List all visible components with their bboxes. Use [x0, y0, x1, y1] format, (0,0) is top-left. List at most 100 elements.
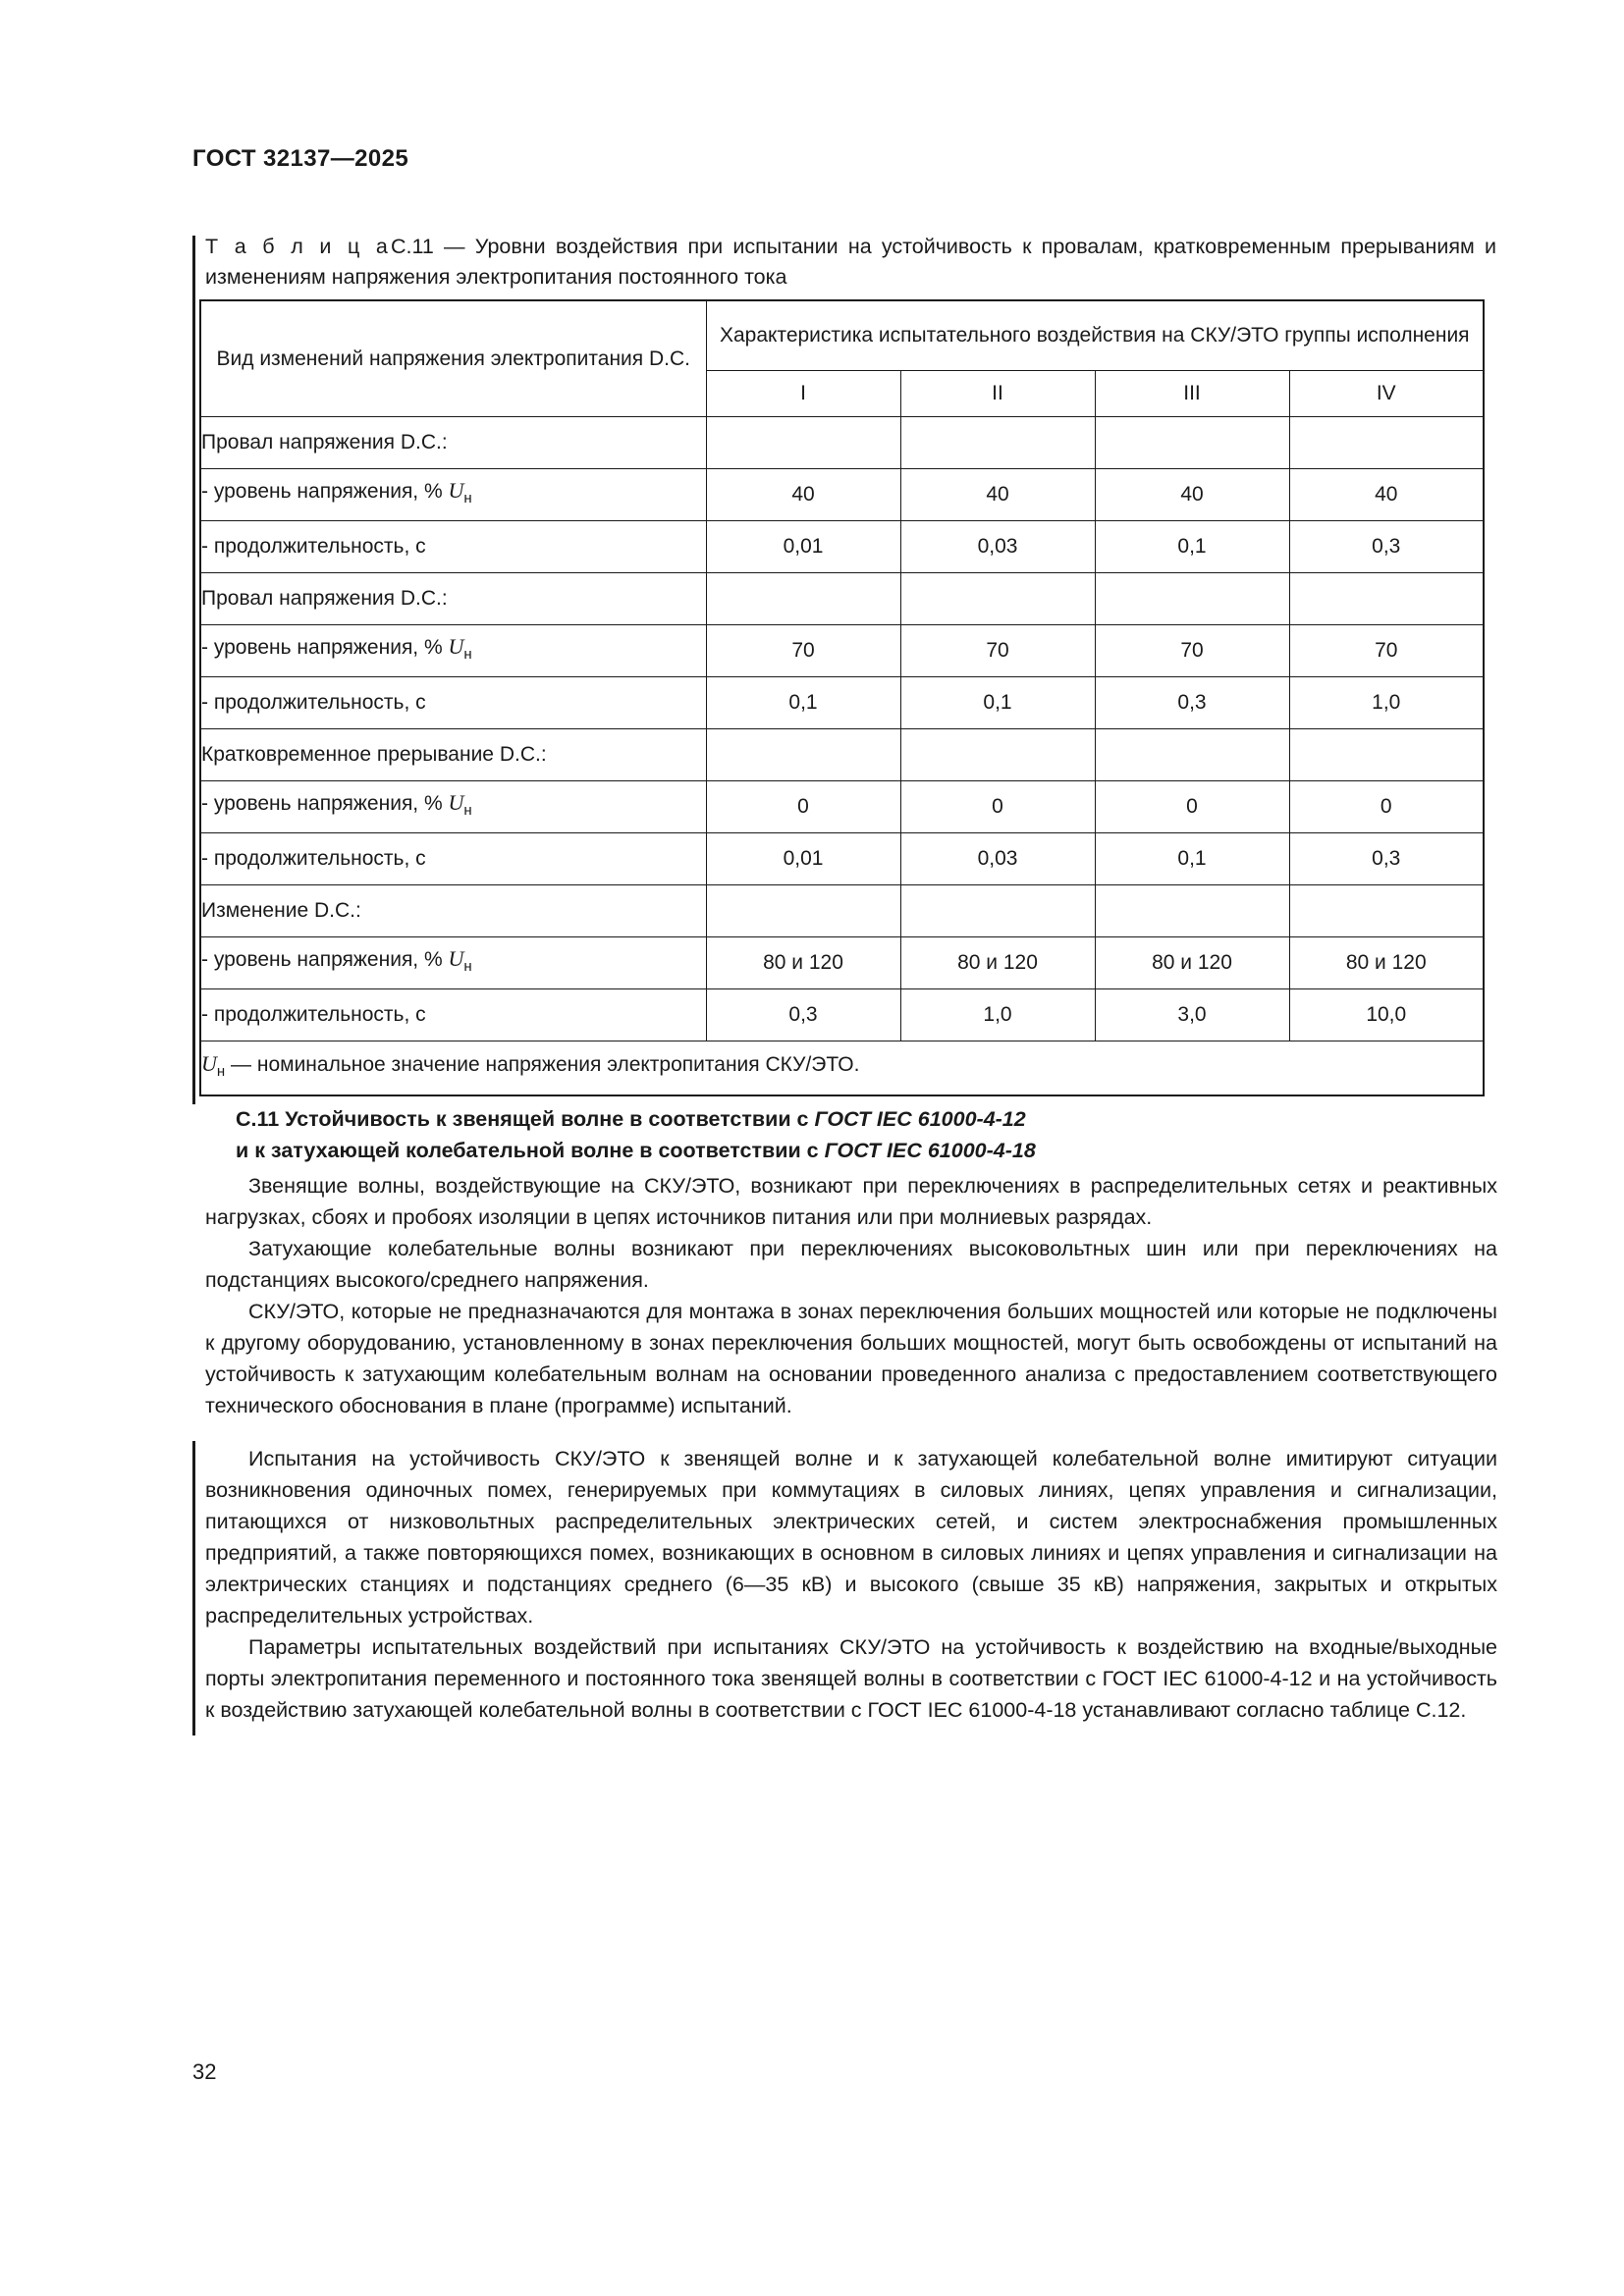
table-row-label: - уровень напряжения, % Uн	[199, 936, 707, 989]
table-cell-value: 0	[899, 780, 1096, 833]
table-cell-empty	[1288, 572, 1485, 625]
row-label-subscript: н	[463, 958, 472, 976]
table-row-block-title: Провал напряжения D.C.:	[199, 572, 1485, 625]
table-cell-empty	[899, 572, 1096, 625]
table-cell-value: 40	[899, 468, 1096, 521]
table-row: - продолжительность, с 0,1 0,1 0,3 1,0	[199, 676, 1485, 729]
table-group-header-1: I	[705, 370, 901, 417]
running-header: ГОСТ 32137—2025	[192, 145, 409, 172]
table-row-block-title: Провал напряжения D.C.:	[199, 416, 1485, 469]
heading-line2-reference: ГОСТ IEC 61000-4-18	[824, 1139, 1036, 1162]
table-row: - продолжительность, с 0,3 1,0 3,0 10,0	[199, 988, 1485, 1041]
footnote-variable: U	[201, 1050, 217, 1076]
table-block-title: Изменение D.C.:	[199, 884, 707, 937]
table-cell-value: 40	[705, 468, 901, 521]
table-cell-value: 0,01	[705, 520, 901, 573]
table-cell-value: 0,03	[899, 520, 1096, 573]
table-row-block-title: Изменение D.C.:	[199, 884, 1485, 937]
table-footnote-cell: Uн — номинальное значение напряжения эле…	[199, 1041, 1485, 1096]
table-row: - уровень напряжения, % Uн 40 40 40 40	[199, 468, 1485, 521]
table-row: - уровень напряжения, % Uн 70 70 70 70	[199, 624, 1485, 677]
table-caption-number: С.11	[391, 235, 434, 258]
body-paragraph: Звенящие волны, воздействующие на СКУ/ЭТ…	[205, 1174, 1497, 1229]
table-row: - продолжительность, с 0,01 0,03 0,1 0,3	[199, 520, 1485, 573]
table-row-label: - продолжительность, с	[199, 520, 707, 573]
table-cell-value: 80 и 120	[899, 936, 1096, 989]
table-cell-value: 0	[1094, 780, 1290, 833]
table-cell-value: 70	[899, 624, 1096, 677]
section-heading-c11: С.11 Устойчивость к звенящей волне в соо…	[236, 1103, 1502, 1166]
table-group-header-3: III	[1094, 370, 1290, 417]
table-head: Вид изменений напряжения электропитания …	[199, 299, 1485, 417]
page-number: 32	[192, 2059, 217, 2084]
table-block-title: Провал напряжения D.C.:	[199, 416, 707, 469]
table-cell-empty	[705, 416, 901, 469]
table-cell-value: 1,0	[899, 988, 1096, 1041]
table-caption: Т а б л и ц аС.11 — Уровни воздействия п…	[205, 232, 1496, 293]
table-cell-empty	[1288, 884, 1485, 937]
table-row-label: - продолжительность, с	[199, 988, 707, 1041]
table-cell-value: 70	[1288, 624, 1485, 677]
table-cell-value: 40	[1288, 468, 1485, 521]
table-c11-wrapper: Вид изменений напряжения электропитания …	[199, 299, 1486, 1096]
table-cell-value: 0,1	[899, 676, 1096, 729]
table-cell-empty	[1094, 416, 1290, 469]
table-cell-value: 70	[705, 624, 901, 677]
table-cell-value: 80 и 120	[1288, 936, 1485, 989]
row-label-subscript: н	[463, 646, 472, 664]
heading-line2-plain: и к затухающей колебательной волне в соо…	[236, 1139, 825, 1162]
table-cell-empty	[705, 572, 901, 625]
table-row: - уровень напряжения, % Uн 0 0 0 0	[199, 780, 1485, 833]
row-label-variable: U	[448, 945, 464, 971]
table-cell-value: 80 и 120	[1094, 936, 1290, 989]
table-cell-value: 3,0	[1094, 988, 1290, 1041]
table-cell-value: 0,1	[705, 676, 901, 729]
table-c11: Вид изменений напряжения электропитания …	[199, 299, 1486, 1096]
table-cell-empty	[1288, 416, 1485, 469]
row-label-subscript: н	[463, 802, 472, 820]
table-span-header: Характеристика испытательного воздействи…	[705, 299, 1485, 371]
table-row-block-title: Кратковременное прерывание D.C.:	[199, 728, 1485, 781]
change-bar-table	[192, 236, 195, 1104]
table-footnote-row: Uн — номинальное значение напряжения эле…	[199, 1041, 1485, 1096]
table-stub-header: Вид изменений напряжения электропитания …	[199, 299, 707, 417]
table-row-label: - продолжительность, с	[199, 832, 707, 885]
paragraph-block-1: Звенящие волны, воздействующие на СКУ/ЭТ…	[205, 1170, 1497, 1421]
table-cell-value: 0,3	[705, 988, 901, 1041]
table-row-label: - уровень напряжения, % Uн	[199, 624, 707, 677]
table-row-label: - продолжительность, с	[199, 676, 707, 729]
table-group-header-2: II	[899, 370, 1096, 417]
table-cell-value: 0	[705, 780, 901, 833]
table-row-label: - уровень напряжения, % Uн	[199, 468, 707, 521]
table-cell-empty	[1288, 728, 1485, 781]
body-paragraph: Параметры испытательных воздействий при …	[205, 1635, 1497, 1722]
footnote-subscript: н	[216, 1063, 226, 1081]
table-block-title: Провал напряжения D.C.:	[199, 572, 707, 625]
body-paragraph: СКУ/ЭТО, которые не предназначаются для …	[205, 1300, 1497, 1417]
table-row-label: - уровень напряжения, % Uн	[199, 780, 707, 833]
table-cell-empty	[899, 884, 1096, 937]
heading-line1-reference: ГОСТ IEC 61000-4-12	[814, 1107, 1026, 1131]
table-cell-value: 80 и 120	[705, 936, 901, 989]
table-cell-value: 0,01	[705, 832, 901, 885]
table-cell-empty	[899, 728, 1096, 781]
table-cell-empty	[1094, 572, 1290, 625]
table-body: Провал напряжения D.C.: - уровень напряже…	[199, 416, 1485, 1041]
heading-line1-plain: С.11 Устойчивость к звенящей волне в соо…	[236, 1107, 815, 1131]
table-caption-text: Уровни воздействия при испытании на усто…	[205, 235, 1496, 289]
row-label-variable: U	[448, 477, 464, 503]
table-cell-value: 0	[1288, 780, 1485, 833]
table-group-header-4: IV	[1288, 370, 1485, 417]
table-cell-empty	[705, 728, 901, 781]
table-header-row-groups: I II III IV	[200, 370, 1485, 417]
table-cell-value: 0,03	[899, 832, 1096, 885]
body-paragraph: Испытания на устойчивость СКУ/ЭТО к звен…	[205, 1447, 1497, 1628]
table-cell-empty	[705, 884, 901, 937]
table-cell-value: 0,3	[1288, 832, 1485, 885]
table-cell-empty	[1094, 884, 1290, 937]
table-cell-value: 1,0	[1288, 676, 1485, 729]
table-cell-value: 70	[1094, 624, 1290, 677]
table-block-title: Кратковременное прерывание D.C.:	[199, 728, 707, 781]
table-cell-value: 40	[1094, 468, 1290, 521]
